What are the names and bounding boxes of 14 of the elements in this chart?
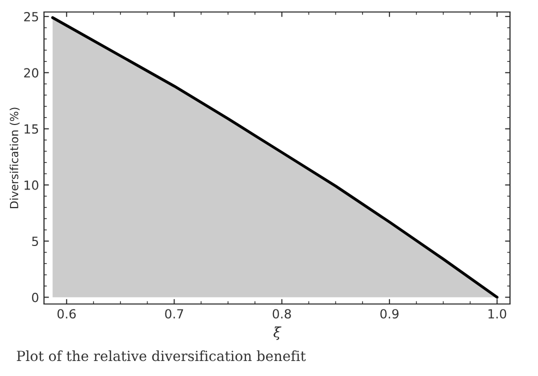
x-tick-label: 0.8 [272,309,291,319]
x-tick-label: 0.7 [165,309,184,319]
x-tick-label: 0.9 [380,309,399,319]
y-tick-label: 25 [24,12,38,22]
y-tick-label: 20 [24,68,38,78]
x-tick-label: 1.0 [488,309,506,319]
x-axis-title: ξ [274,326,282,340]
y-tick-label: 0 [32,292,38,302]
y-axis-title: Diversification (%) [10,108,20,208]
y-tick-label: 15 [24,124,38,134]
y-tick-label: 10 [24,180,38,190]
x-tick-label: 0.6 [57,309,76,319]
y-tick-label: 5 [32,236,38,246]
text: Plot of the relative diversification benefit [16,350,306,362]
